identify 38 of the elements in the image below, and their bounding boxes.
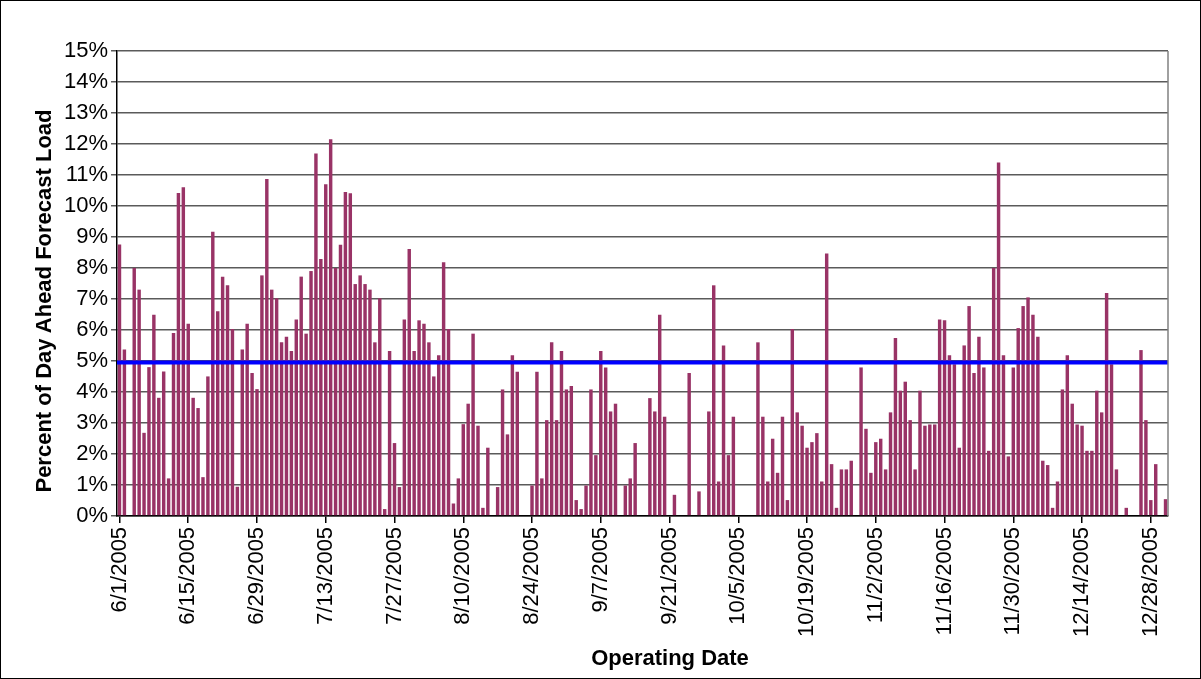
x-tick-label: 7/27/2005 xyxy=(380,526,406,625)
y-tick-label: 14% xyxy=(63,68,109,94)
x-tick-label: 11/30/2005 xyxy=(999,526,1025,636)
x-axis-title: Operating Date xyxy=(590,645,750,671)
y-tick-label: 15% xyxy=(63,37,109,63)
y-tick-label: 12% xyxy=(63,130,109,156)
y-tick-label: 3% xyxy=(76,408,109,434)
x-tick-label: 9/7/2005 xyxy=(586,526,612,613)
y-tick-label: 11% xyxy=(65,161,109,187)
x-tick-label: 12/28/2005 xyxy=(1136,526,1162,637)
y-tick-label: 4% xyxy=(76,377,109,403)
x-tick-label: 7/13/2005 xyxy=(311,526,337,625)
x-tick-label: 6/15/2005 xyxy=(174,526,200,625)
x-tick-label: 9/21/2005 xyxy=(655,526,681,625)
y-tick-label: 9% xyxy=(76,223,109,249)
bar xyxy=(451,503,456,516)
y-tick-label: 5% xyxy=(76,346,109,372)
y-tick-label: 0% xyxy=(76,501,109,527)
bar xyxy=(687,373,691,516)
x-tick-label: 6/29/2005 xyxy=(243,526,269,625)
x-tick-label: 8/24/2005 xyxy=(518,526,544,625)
y-axis-title: Percent of Day Ahead Forecast Load xyxy=(31,109,57,493)
x-tick-label: 8/10/2005 xyxy=(449,526,475,625)
bar xyxy=(697,491,701,516)
x-tick-label: 11/16/2005 xyxy=(930,526,956,636)
y-tick-label: 10% xyxy=(63,192,109,218)
y-tick-label: 8% xyxy=(76,254,109,280)
y-tick-label: 13% xyxy=(63,99,109,125)
y-tick-label: 6% xyxy=(76,316,109,341)
x-tick-label: 10/19/2005 xyxy=(793,526,819,637)
x-tick-label: 10/5/2005 xyxy=(724,526,750,625)
x-tick-label: 12/14/2005 xyxy=(1068,526,1094,637)
y-tick-label: 2% xyxy=(76,439,109,465)
bar xyxy=(633,443,637,516)
y-tick-label: 1% xyxy=(76,470,109,496)
x-tick-label: 6/1/2005 xyxy=(105,526,131,613)
x-tick-label: 11/2/2005 xyxy=(861,526,887,624)
y-tick-label: 7% xyxy=(76,285,109,311)
